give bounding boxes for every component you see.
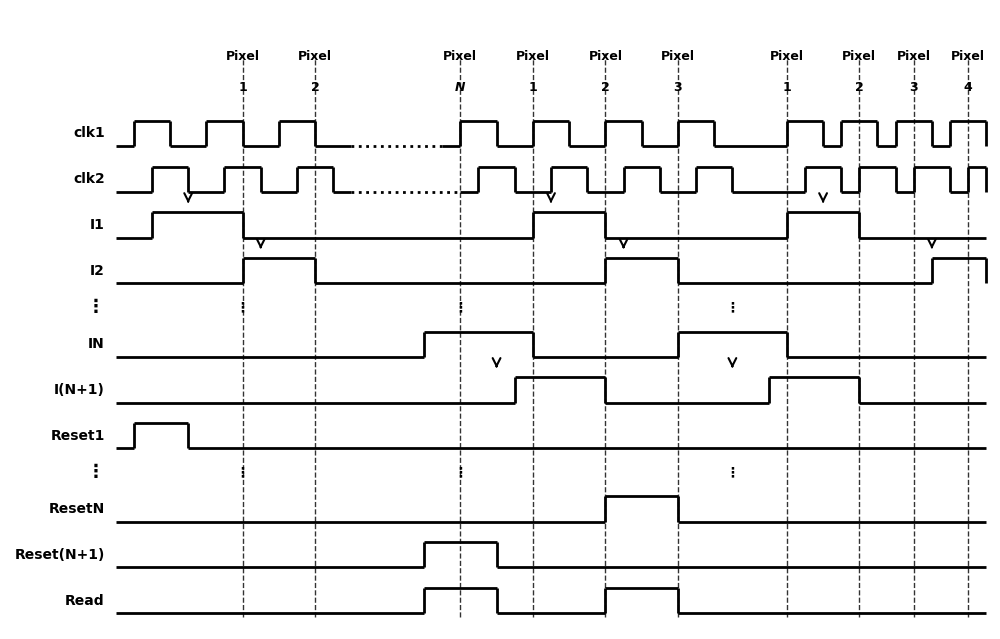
Text: Pixel: Pixel (588, 50, 622, 63)
Text: 2: 2 (311, 81, 320, 94)
Text: I1: I1 (90, 218, 105, 232)
Text: 2: 2 (601, 81, 610, 94)
Text: clk1: clk1 (73, 127, 105, 141)
Text: ⋮: ⋮ (453, 465, 467, 479)
Text: Pixel: Pixel (770, 50, 804, 63)
Text: Pixel: Pixel (226, 50, 260, 63)
Text: ⋮: ⋮ (236, 300, 250, 314)
Text: clk2: clk2 (73, 172, 105, 186)
Text: ⋮: ⋮ (87, 463, 105, 481)
Text: Read: Read (65, 594, 105, 608)
Text: ⋮: ⋮ (236, 465, 250, 479)
Text: 4: 4 (964, 81, 973, 94)
Text: Reset1: Reset1 (50, 429, 105, 443)
Text: 1: 1 (782, 81, 791, 94)
Text: ⋮: ⋮ (87, 298, 105, 316)
Text: Pixel: Pixel (897, 50, 931, 63)
Text: Pixel: Pixel (842, 50, 876, 63)
Text: IN: IN (88, 337, 105, 351)
Text: Pixel: Pixel (516, 50, 550, 63)
Text: Reset(N+1): Reset(N+1) (14, 548, 105, 562)
Text: ResetN: ResetN (48, 502, 105, 516)
Text: ⋮: ⋮ (453, 300, 467, 314)
Text: 3: 3 (674, 81, 682, 94)
Text: 3: 3 (909, 81, 918, 94)
Text: Pixel: Pixel (443, 50, 477, 63)
Text: Pixel: Pixel (298, 50, 332, 63)
Text: N: N (455, 81, 466, 94)
Text: Pixel: Pixel (951, 50, 985, 63)
Text: 2: 2 (855, 81, 864, 94)
Text: 1: 1 (238, 81, 247, 94)
Text: ⋮: ⋮ (725, 465, 739, 479)
Text: ⋮: ⋮ (725, 300, 739, 314)
Text: 1: 1 (528, 81, 537, 94)
Text: I2: I2 (90, 264, 105, 278)
Text: Pixel: Pixel (661, 50, 695, 63)
Text: I(N+1): I(N+1) (54, 383, 105, 397)
